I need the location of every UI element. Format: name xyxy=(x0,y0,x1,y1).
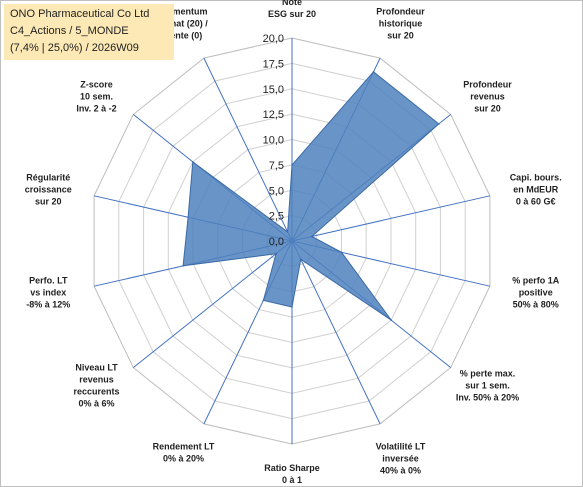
tick-label: 10,0 xyxy=(263,135,284,147)
tick-label: 7,5 xyxy=(269,160,284,172)
axis-label-line: Perfo. LT xyxy=(29,276,68,286)
axis-label-line: sur 20 xyxy=(474,103,501,113)
series-point xyxy=(340,251,343,254)
series-point xyxy=(300,258,302,261)
axis-label-line: Régularité xyxy=(26,172,70,182)
axis-label-line: reccurents xyxy=(73,387,119,397)
series-point xyxy=(372,71,375,73)
axis-label: Rendement LT 0% à 20% xyxy=(153,441,215,463)
series-point xyxy=(192,161,194,163)
axis-label: Z-score 10 sem. Inv. 2 à -2 xyxy=(76,79,116,113)
axis-label-line: Inv. 2 à -2 xyxy=(76,103,116,113)
axis-label-line: Momentum xyxy=(160,7,208,17)
series-point xyxy=(291,306,293,308)
axis-label: % perfo 1A positive 50% à 80% xyxy=(512,276,560,310)
axis-label: % perte max. sur 1 sem. Inv. 50% à 20% xyxy=(456,369,519,403)
series-point xyxy=(390,319,393,321)
axis-label-line: Niveau LT xyxy=(75,363,118,373)
radar-series xyxy=(182,71,440,321)
tick-label: 17,5 xyxy=(263,58,284,70)
series-point xyxy=(438,123,440,125)
axis-label-line: en MdEUR xyxy=(513,184,559,194)
chart-title-line-2: C4_Actions / 5_MONDE xyxy=(10,25,129,37)
axis-label-line: Profondeur xyxy=(376,7,425,17)
axis-label: Volatilité LT inversée 40% à 0% xyxy=(376,441,426,475)
axis-label-line: ESG sur 20 xyxy=(268,9,316,19)
axis-label-line: 10 sem. xyxy=(80,91,113,101)
axis-label-line: Rendement LT xyxy=(153,441,215,451)
chart-title-line-3: (7,4% | 25,0%) / 2026W09 xyxy=(10,42,139,54)
series-area xyxy=(182,71,440,321)
axis-label-line: % perte max. xyxy=(460,369,516,379)
axis-label-line: Vente (0) xyxy=(165,31,203,41)
series-point xyxy=(286,231,289,233)
axis-label-line: inversée xyxy=(382,453,419,463)
axis-label-line: 0% à 20% xyxy=(163,453,204,463)
radar-tick-labels: 0,0 2,5 5,0 7,5 10,0 12,5 15,0 17,5 20,0 xyxy=(263,33,284,248)
axis-label-line: -8% à 12% xyxy=(26,300,70,310)
axis-label-line: revenus xyxy=(79,375,114,385)
series-point xyxy=(275,252,277,255)
axis-label-line: Volatilité LT xyxy=(376,441,426,451)
axis-label-line: sur 1 sem. xyxy=(465,381,510,391)
series-point xyxy=(311,235,313,238)
axis-label-line: 0% à 6% xyxy=(78,399,114,409)
axis-label: Régularité croissance sur 20 xyxy=(25,172,72,206)
tick-label: 20,0 xyxy=(263,33,284,45)
axis-label: Momentum Achat (20) / Vente (0) xyxy=(159,7,208,41)
tick-label: 15,0 xyxy=(263,84,284,96)
axis-label-line: Inv. 50% à 20% xyxy=(456,393,519,403)
series-point xyxy=(262,299,265,302)
series-point xyxy=(187,216,189,219)
chart-title-line-1: ONO Pharmaceutical Co Ltd xyxy=(10,8,150,20)
axis-label: Niveau LT revenus reccurents 0% à 6% xyxy=(73,363,119,409)
series-point xyxy=(291,164,293,166)
axis-label-line: sur 20 xyxy=(35,196,62,206)
axis-label-line: sur 20 xyxy=(387,31,414,41)
axis-spoke xyxy=(291,240,381,425)
axis-label: Capi. bours. en MdEUR 0 à 60 G€ xyxy=(510,172,562,206)
axis-label-line: 0 à 60 G€ xyxy=(516,196,556,206)
axis-label-line: croissance xyxy=(25,184,72,194)
axis-spoke xyxy=(132,240,293,368)
axis-label: Profondeur historique sur 20 xyxy=(376,7,425,41)
tick-label: 12,5 xyxy=(263,109,284,121)
axis-label-line: vs index xyxy=(30,288,66,298)
axis-label-line: Profondeur xyxy=(463,79,512,89)
axis-spoke xyxy=(291,195,491,242)
axis-label-line: % perfo 1A xyxy=(512,276,560,286)
axis-label-line: historique xyxy=(379,19,423,29)
axis-label-line: Capi. bours. xyxy=(510,172,562,182)
axis-spoke xyxy=(203,57,293,242)
axis-label: Ratio Sharpe 0 à 1 xyxy=(264,463,320,485)
axis-label: Profondeur revenus sur 20 xyxy=(463,79,512,113)
axis-label: Note ESG sur 20 xyxy=(268,0,316,19)
tick-label: 5,0 xyxy=(269,185,284,197)
tick-label: 2,5 xyxy=(269,211,284,223)
axis-label-line: 0 à 1 xyxy=(282,475,302,485)
axis-label-line: Achat (20) / xyxy=(159,19,208,29)
axis-label-line: revenus xyxy=(470,91,505,101)
axis-label-line: Note xyxy=(282,0,302,7)
series-point xyxy=(182,265,184,267)
axis-label-line: positive xyxy=(519,288,553,298)
tick-label: 0,0 xyxy=(269,236,284,248)
radar-axis-labels: Note ESG sur 20 Profondeur historique sur 20… xyxy=(25,0,562,485)
axis-label-line: Z-score xyxy=(80,79,113,89)
axis-label-line: 50% à 80% xyxy=(513,300,559,310)
axis-label: Perfo. LT vs index -8% à 12% xyxy=(26,276,70,310)
axis-label-line: 40% à 0% xyxy=(380,465,421,475)
chart-title-box: ONO Pharmaceutical Co Ltd C4_Actions / 5… xyxy=(4,4,174,60)
axis-label-line: Ratio Sharpe xyxy=(264,463,320,473)
